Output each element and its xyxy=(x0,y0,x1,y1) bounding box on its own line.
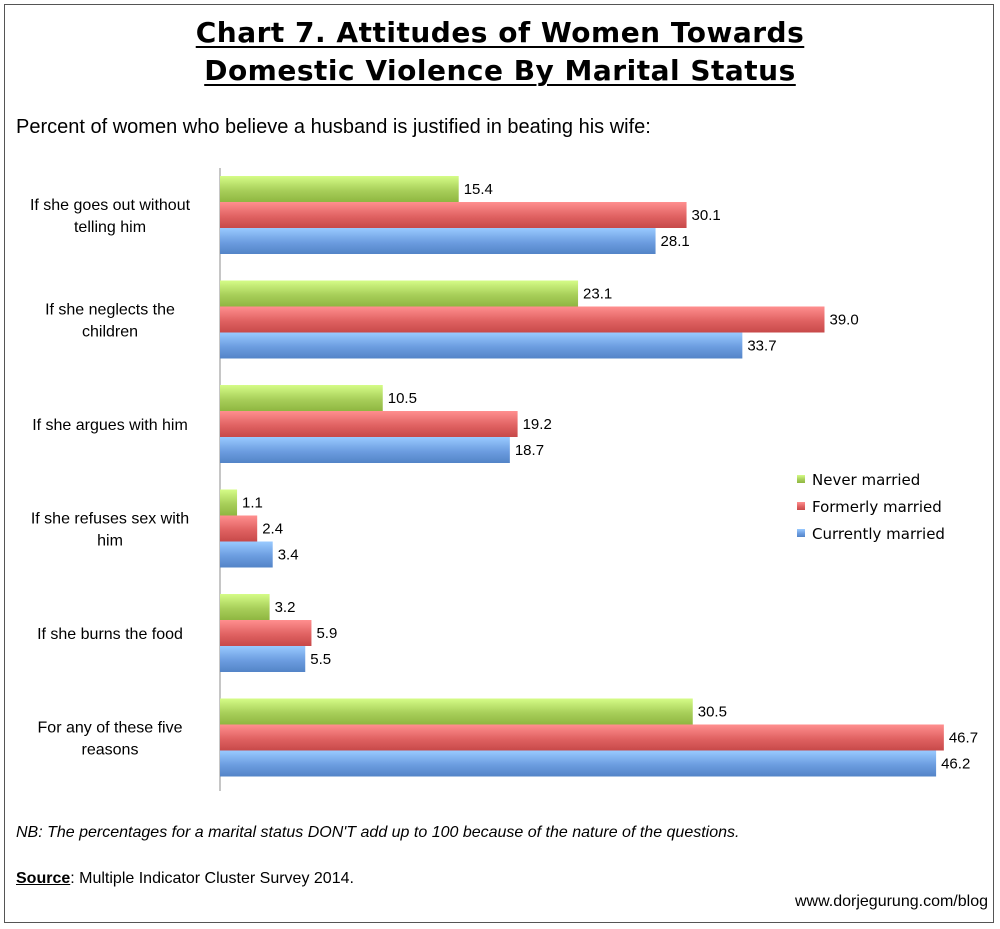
value-label: 23.1 xyxy=(583,286,612,303)
category-label: If she argues with him xyxy=(32,417,188,434)
legend-swatch xyxy=(797,475,805,483)
bar-never-married-2 xyxy=(220,385,383,411)
bar-never-married-0 xyxy=(220,176,459,202)
source-text: : Multiple Indicator Cluster Survey 2014… xyxy=(70,870,354,887)
category-label: If she neglects the children xyxy=(45,302,175,341)
legend-entry: Formerly married xyxy=(812,498,942,516)
category-label: If she goes out without telling him xyxy=(30,197,191,236)
legend: Never married Formerly married Currently m… xyxy=(797,471,945,543)
legend-swatch xyxy=(797,502,805,510)
category-label: For any of these five reasons xyxy=(38,720,183,759)
value-label: 15.4 xyxy=(464,181,493,198)
chart-subtitle: Percent of women who believe a husband i… xyxy=(16,116,651,138)
bar-currently-married-5 xyxy=(220,750,937,777)
value-label: 33.7 xyxy=(747,338,776,355)
value-label: 5.5 xyxy=(310,651,331,668)
bar-never-married-5 xyxy=(220,698,693,725)
value-label: 3.4 xyxy=(278,547,299,564)
value-label: 1.1 xyxy=(242,495,263,512)
legend-entry: Never married xyxy=(812,471,920,489)
source-line: Source: Multiple Indicator Cluster Surve… xyxy=(16,870,354,888)
bar-currently-married-1 xyxy=(220,332,743,359)
bar-currently-married-0 xyxy=(220,228,656,254)
bar-currently-married-3 xyxy=(220,541,273,568)
value-label: 2.4 xyxy=(262,521,283,538)
value-label: 28.1 xyxy=(661,233,690,250)
value-label: 18.7 xyxy=(515,442,544,459)
labels-group: 15.4 30.128.1 If she goes out without telli… xyxy=(30,181,978,773)
chart-title-line2: Domestic Violence By Marital Status xyxy=(204,54,796,87)
value-label: 39.0 xyxy=(830,312,859,329)
legend-swatch xyxy=(797,529,805,537)
value-label: 46.7 xyxy=(949,730,978,747)
bar-formerly-married-2 xyxy=(220,411,518,437)
bar-never-married-1 xyxy=(220,280,579,307)
website-credit: www.dorjegurung.com/blog xyxy=(795,893,988,910)
value-label: 30.5 xyxy=(698,704,727,721)
footnote: NB: The percentages for a marital status… xyxy=(16,824,740,841)
value-label: 30.1 xyxy=(692,207,721,224)
bar-formerly-married-4 xyxy=(220,620,312,646)
value-label: 3.2 xyxy=(275,599,296,616)
category-label: If she refuses sex with him xyxy=(31,511,189,550)
bar-currently-married-2 xyxy=(220,437,510,463)
source-key: Source xyxy=(16,870,71,887)
bar-formerly-married-3 xyxy=(220,515,258,542)
chart-title-line1: Chart 7. Attitudes of Women Towards xyxy=(195,16,805,49)
bar-formerly-married-5 xyxy=(220,724,944,751)
bar-never-married-4 xyxy=(220,594,270,620)
bar-currently-married-4 xyxy=(220,646,306,672)
bar-formerly-married-1 xyxy=(220,306,825,333)
value-label: 5.9 xyxy=(316,625,337,642)
bar-never-married-3 xyxy=(220,489,238,516)
value-label: 46.2 xyxy=(941,756,970,773)
category-label: If she burns the food xyxy=(37,626,183,643)
value-label: 19.2 xyxy=(523,416,552,433)
value-label: 10.5 xyxy=(388,390,417,407)
bars-group xyxy=(219,168,944,791)
bar-formerly-married-0 xyxy=(220,202,687,228)
legend-entry: Currently married xyxy=(812,525,945,543)
